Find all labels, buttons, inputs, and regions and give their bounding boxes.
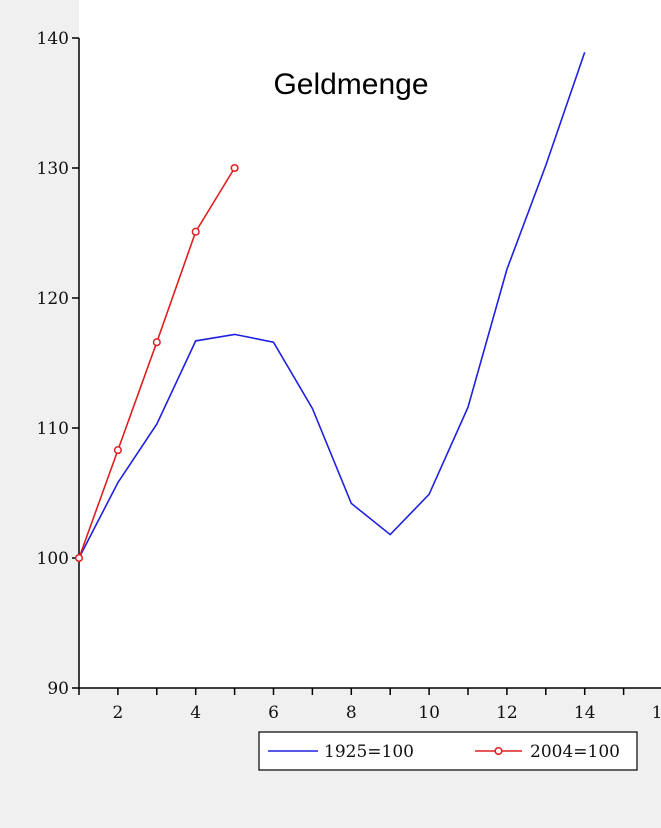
- series-point: [152, 338, 161, 347]
- y-tick-label: 140: [37, 29, 69, 49]
- y-tick-label: 120: [37, 289, 69, 309]
- x-tick-label: 8: [346, 703, 357, 723]
- legend-marker: [494, 746, 503, 756]
- series-point: [230, 163, 239, 173]
- x-tick-label: 14: [574, 703, 596, 723]
- series-point: [191, 227, 200, 236]
- series-layer: [74, 52, 586, 563]
- y-tick-label: 110: [37, 419, 69, 439]
- x-tick-label: 4: [190, 703, 201, 723]
- series-point: [74, 553, 84, 563]
- legend-label: 1925=100: [324, 742, 414, 762]
- x-tick-label: 10: [418, 703, 440, 723]
- chart-title: Geldmenge: [273, 68, 428, 101]
- y-tick-label: 90: [47, 679, 69, 699]
- legend: 1925=100 2004=100: [258, 731, 638, 771]
- plot-background: [79, 0, 661, 688]
- legend-box: [258, 731, 638, 771]
- series-line-1: [78, 52, 586, 559]
- x-tick-label: 12: [496, 703, 518, 723]
- legend-label: 2004=100: [530, 742, 620, 762]
- axes: 90 100 110 120 130 140 2 4 6 8 10 12 14 16: [37, 29, 661, 723]
- x-tick-label: 6: [268, 703, 279, 723]
- x-tick-label: 16: [652, 703, 661, 723]
- y-tick-label: 130: [37, 159, 69, 179]
- series-point: [113, 446, 122, 455]
- x-tick-label: 2: [112, 703, 123, 723]
- y-tick-label: 100: [37, 549, 69, 569]
